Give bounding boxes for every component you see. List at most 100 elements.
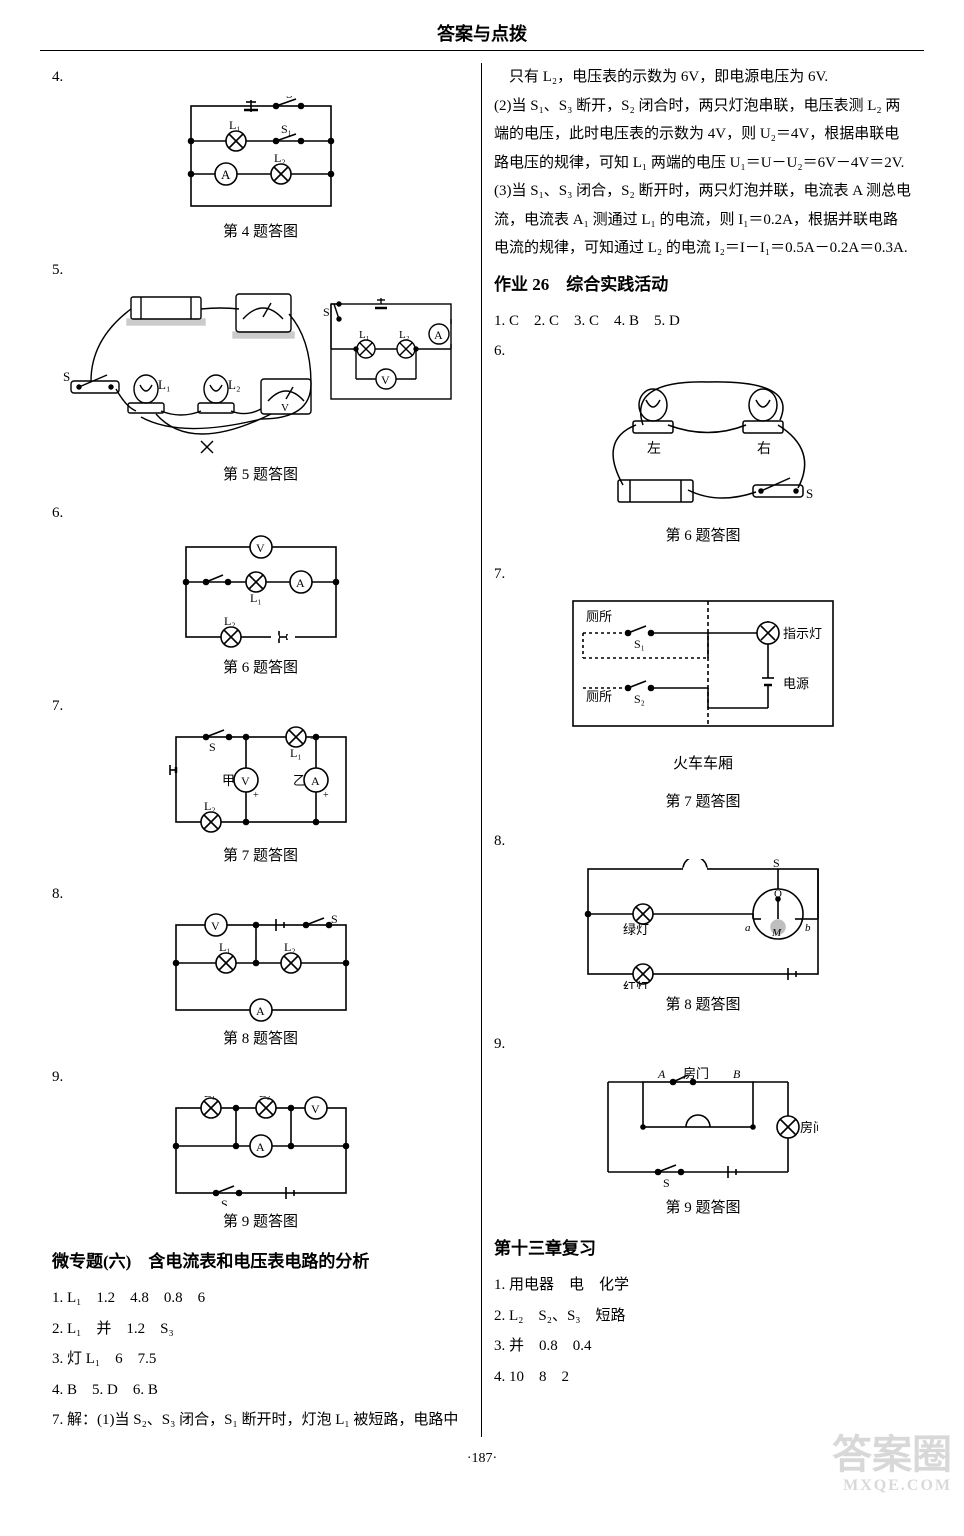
svg-text:A: A: [311, 774, 320, 788]
q6-circuit-diagram: V L₁ A L₂: [161, 532, 361, 652]
page-number: ·187·: [40, 1451, 924, 1467]
svg-text:V: V: [256, 541, 265, 555]
svg-text:S: S: [773, 859, 780, 870]
svg-text:B: B: [733, 1067, 741, 1081]
rq8-circuit-diagram: S O M a b 绿灯: [573, 859, 833, 989]
right-q8: 8. S O M a: [494, 827, 912, 1020]
q7-caption: 第 7 题答图: [52, 842, 469, 871]
svg-text:A: A: [256, 1140, 265, 1154]
watermark-sub: MXQE.COM: [832, 1477, 952, 1495]
right-q7: 7. 厕所 S₁ 厕所 S₂: [494, 560, 912, 817]
left-q6: 6. V L₁ A L₂: [52, 499, 469, 682]
svg-text:A: A: [657, 1067, 666, 1081]
left-q8: 8. V S L₁ L₂: [52, 880, 469, 1053]
svg-text:A: A: [256, 1004, 265, 1018]
svg-text:S₁: S₁: [281, 122, 292, 136]
rq7-num: 7.: [494, 566, 505, 582]
right-p2: (2)当 S₁、S₃ 断开，S₂ 闭合时，两只灯泡串联，电压表测 L₂ 两端的电…: [494, 92, 912, 178]
svg-text:左: 左: [647, 441, 661, 457]
q6-num: 6.: [52, 505, 63, 521]
rq7-circuit-diagram: 厕所 S₁ 厕所 S₂ 指示灯: [558, 593, 848, 748]
svg-text:+: +: [253, 790, 259, 801]
q5-caption: 第 5 题答图: [52, 461, 469, 490]
rq9-caption: 第 9 题答图: [494, 1194, 912, 1223]
svg-text:厕所: 厕所: [586, 609, 612, 624]
q5-num: 5.: [52, 262, 63, 278]
svg-text:A: A: [296, 576, 305, 590]
q9-caption: 第 9 题答图: [52, 1208, 469, 1237]
svg-text:房间: 房间: [800, 1120, 818, 1135]
svg-text:S: S: [806, 486, 813, 501]
micro-a7: 7. 解：(1)当 S₂、S₃ 闭合，S₁ 断开时，灯泡 L₁ 被短路，电路中: [52, 1406, 469, 1435]
right-p1: 只有 L₂，电压表的示数为 6V，即电源电压为 6V.: [494, 63, 912, 92]
svg-text:S: S: [209, 740, 216, 754]
q7-num: 7.: [52, 698, 63, 714]
svg-text:L₁: L₁: [359, 329, 370, 341]
ch13-a1: 1. 用电器 电 化学: [494, 1271, 912, 1300]
svg-text:S: S: [63, 369, 70, 384]
ch13-a3: 3. 并 0.8 0.4: [494, 1332, 912, 1361]
q7-circuit-diagram: S L₁ − V 甲 + A 乙 +: [156, 725, 366, 840]
svg-text:L₂: L₂: [259, 1096, 271, 1100]
rq7-caption: 第 7 题答图: [494, 788, 912, 817]
rq9-circuit-diagram: A B 房门 房间 S: [588, 1062, 818, 1192]
svg-text:L₂: L₂: [224, 614, 236, 628]
ch13-a2: 2. L₂ S₂、S₃ 短路: [494, 1302, 912, 1331]
svg-text:M: M: [771, 927, 782, 939]
svg-text:L₂: L₂: [399, 329, 410, 341]
svg-text:L₁: L₁: [204, 1096, 216, 1100]
svg-text:L₁: L₁: [290, 746, 302, 760]
rq6-circuit-diagram: 左 右 S: [568, 370, 838, 520]
left-q5: 5. A S: [52, 256, 469, 489]
svg-text:S₁: S₁: [634, 637, 645, 651]
q6-caption: 第 6 题答图: [52, 654, 469, 683]
left-q9: 9. L₁ L₂ V A: [52, 1063, 469, 1236]
svg-text:L₁: L₁: [219, 940, 231, 954]
page-header: 答案与点拨: [40, 20, 924, 51]
q9-num: 9.: [52, 1069, 63, 1085]
rq8-num: 8.: [494, 833, 505, 849]
q9-circuit-diagram: L₁ L₂ V A S: [156, 1096, 366, 1206]
svg-text:V: V: [381, 373, 390, 387]
svg-text:红灯: 红灯: [623, 980, 649, 989]
svg-text:S: S: [331, 913, 338, 926]
svg-text:乙: 乙: [293, 773, 306, 788]
svg-text:V: V: [281, 402, 289, 414]
svg-text:+: +: [323, 790, 329, 801]
q4-caption: 第 4 题答图: [52, 218, 469, 247]
svg-text:S: S: [323, 305, 330, 319]
svg-text:厕所: 厕所: [586, 689, 612, 704]
right-p3: (3)当 S₁、S₃ 闭合，S₂ 断开时，两只灯泡并联，电流表 A 测总电流，电…: [494, 177, 912, 263]
right-column: 只有 L₂，电压表的示数为 6V，即电源电压为 6V. (2)当 S₁、S₃ 断…: [482, 63, 924, 1437]
q8-caption: 第 8 题答图: [52, 1025, 469, 1054]
right-q6: 6. 左 右: [494, 337, 912, 550]
svg-text:指示灯: 指示灯: [783, 626, 822, 641]
left-q7: 7. S L₁ − V 甲: [52, 692, 469, 870]
svg-text:L₂: L₂: [284, 940, 296, 954]
micro-a1: 1. L₁ 1.2 4.8 0.8 6: [52, 1284, 469, 1313]
micro-a4: 4. B 5. D 6. B: [52, 1376, 469, 1405]
micro-a2: 2. L₁ 并 1.2 S₃: [52, 1315, 469, 1344]
left-q4: 4. S L₁ S₁: [52, 63, 469, 246]
rq8-caption: 第 8 题答图: [494, 991, 912, 1020]
svg-text:V: V: [311, 1102, 320, 1116]
hw26-title: 作业 26 综合实践活动: [494, 269, 912, 301]
rq6-num: 6.: [494, 343, 505, 359]
hw26-answers: 1. C 2. C 3. C 4. B 5. D: [494, 307, 912, 336]
right-q9: 9. A B 房门: [494, 1030, 912, 1223]
ch13-a4: 4. 10 8 2: [494, 1363, 912, 1392]
svg-text:V: V: [211, 919, 220, 933]
rq9-num: 9.: [494, 1036, 505, 1052]
svg-text:房门: 房门: [683, 1066, 709, 1081]
micro-a3: 3. 灯 L₁ 6 7.5: [52, 1345, 469, 1374]
svg-text:甲: 甲: [222, 773, 235, 788]
svg-text:A: A: [434, 328, 443, 342]
q4-circuit-diagram: S L₁ S₁ A L₂: [161, 96, 361, 216]
svg-text:A: A: [221, 167, 231, 182]
left-column: 4. S L₁ S₁: [40, 63, 482, 1437]
svg-text:V: V: [241, 774, 250, 788]
q8-circuit-diagram: V S L₁ L₂ A: [156, 913, 366, 1023]
svg-text:b: b: [805, 922, 811, 934]
rq6-caption: 第 6 题答图: [494, 522, 912, 551]
svg-text:L₂: L₂: [228, 377, 240, 392]
